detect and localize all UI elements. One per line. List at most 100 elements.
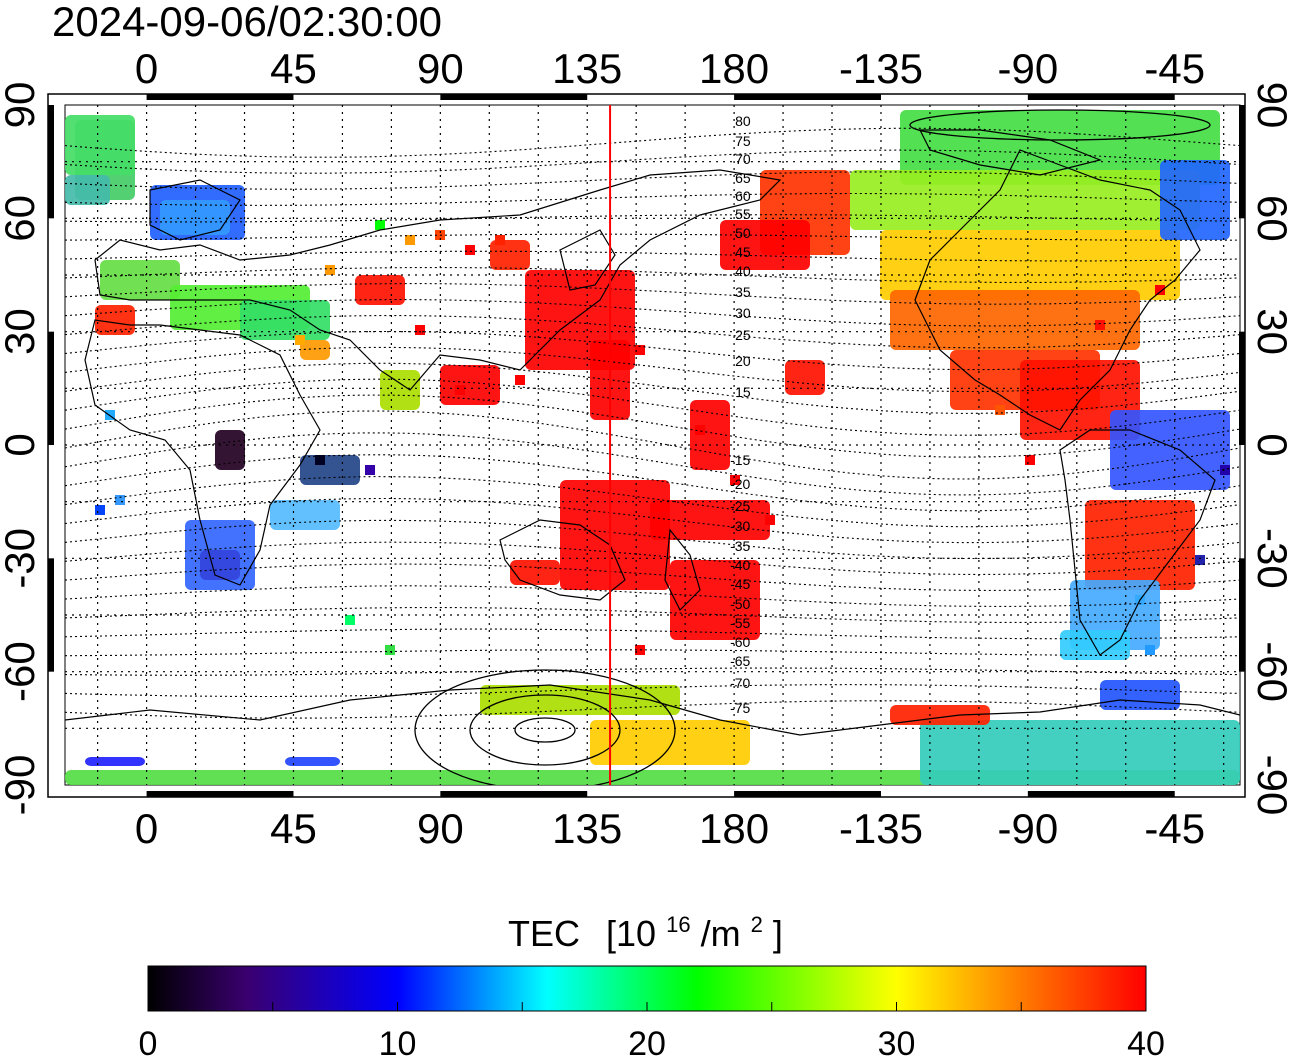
tec-dot: [295, 335, 305, 345]
lon-tick-label-top: 90: [417, 45, 464, 92]
mag-lat-contour: [65, 378, 1240, 436]
mag-lat-contour: [65, 214, 1240, 223]
mag-lat-contour: [65, 171, 1240, 190]
tec-dot: [515, 375, 525, 385]
tec-patch: [215, 430, 245, 470]
lon-tick-label-bottom: 180: [699, 805, 769, 852]
colorbar-tick-label: 40: [1127, 1025, 1165, 1057]
tec-patch: [240, 300, 330, 340]
coastline: [149, 179, 241, 241]
mag-lat-contour: [65, 684, 1240, 698]
colorbar-unit-exponent-2: 2: [751, 912, 763, 937]
tec-patch: [785, 360, 825, 395]
mag-pole-contour: [909, 109, 1211, 141]
colorbar-unit-prefix: [10: [606, 913, 656, 954]
mag-lat-contour: [65, 628, 1240, 640]
mag-lat-label: 30: [735, 305, 751, 321]
lat-tick-label-right: 0: [1249, 433, 1294, 456]
tec-patch: [270, 500, 340, 530]
lat-tick-label-left: 30: [0, 308, 43, 355]
tec-patch: [1060, 630, 1130, 660]
axis-ticks: [48, 94, 1245, 797]
mag-lat-contour: [65, 314, 1240, 349]
lat-tick-label-left: 0: [0, 433, 43, 456]
coastline: [664, 528, 701, 612]
mag-lat-contour: [65, 519, 1240, 560]
tec-patch: [490, 240, 530, 270]
lon-tick-label-top: 135: [552, 45, 622, 92]
map-frame: [47, 93, 1246, 798]
mag-lat-label: 15: [735, 384, 751, 400]
tec-patch: [1160, 160, 1230, 240]
tec-patch: [650, 500, 770, 540]
lon-tick-label-bottom: 135: [552, 805, 622, 852]
mag-lat-label: 45: [735, 244, 751, 260]
coastline: [914, 149, 1201, 431]
left-axis-band: [48, 331, 54, 445]
tec-dot: [375, 220, 385, 230]
mag-lat-contour: [65, 585, 1240, 607]
mag-lat-contour: [65, 127, 1240, 158]
mag-lat-label: -40: [730, 557, 750, 573]
mag-lat-contour: [65, 192, 1240, 206]
tec-dot: [365, 465, 375, 475]
mag-lat-label: 55: [735, 206, 751, 222]
tec-patch: [670, 560, 760, 640]
coastline: [919, 129, 1102, 176]
mag-lat-contour: [65, 410, 1240, 480]
tec-patch: [65, 175, 110, 205]
mag-lat-label: 35: [735, 284, 751, 300]
colorbar-title-text: TEC: [508, 913, 580, 954]
mag-lat-label: 65: [735, 170, 751, 186]
lon-tick-label-bottom: 90: [417, 805, 464, 852]
mag-lat-label: -75: [730, 700, 750, 716]
lat-tick-label-right: 30: [1249, 308, 1294, 355]
tec-dot: [1025, 455, 1035, 465]
mag-lat-label: 50: [735, 225, 751, 241]
coastlines: [65, 129, 1240, 736]
right-latitude-labels: 90 60 30 0 -30 -60 -90: [1249, 82, 1294, 816]
lat-tick-label-right: 60: [1249, 195, 1294, 242]
coastline: [1059, 429, 1216, 656]
lat-tick-label-right: -60: [1249, 641, 1294, 702]
tec-dot: [455, 385, 465, 395]
lat-lon-grid: [65, 105, 1240, 785]
mag-lat-contour: [65, 346, 1240, 393]
tec-patch: [510, 560, 560, 585]
mag-lat-label: -55: [730, 615, 750, 631]
tec-patch: [200, 550, 240, 580]
tec-patch: [380, 370, 420, 410]
tec-dot: [635, 345, 645, 355]
lon-tick-label-bottom: -45: [1144, 805, 1205, 852]
mag-pole-contour: [514, 717, 576, 743]
mag-lat-contour: [65, 667, 1240, 676]
lat-tick-label-left: -60: [0, 641, 43, 702]
lat-tick-label-right: -90: [1249, 755, 1294, 816]
tec-dot: [765, 515, 775, 525]
bottom-axis-band: [146, 791, 294, 797]
tec-patch: [900, 110, 1220, 185]
mag-lat-label: -65: [730, 653, 750, 669]
coastline: [499, 519, 626, 601]
colorbar-tick-label: 0: [139, 1025, 158, 1057]
right-axis-band: [1239, 331, 1245, 445]
mag-lat-label: -45: [730, 576, 750, 592]
tec-patch: [100, 260, 180, 300]
tec-patch: [590, 720, 750, 765]
mag-lat-contour: [65, 607, 1240, 623]
tec-dot: [465, 245, 475, 255]
tec-dot: [1095, 320, 1105, 330]
mag-lat-label: -50: [730, 596, 750, 612]
coastline: [94, 169, 782, 391]
colorbar-tick-label: 20: [628, 1025, 666, 1057]
colorbar-tick-label: 10: [379, 1025, 417, 1057]
tec-dot: [730, 475, 740, 485]
tec-patch: [560, 480, 670, 590]
mag-lat-label: 60: [735, 188, 751, 204]
colorbar-unit-exponent: 16: [666, 912, 690, 937]
mag-lat-contour: [65, 330, 1240, 371]
bottom-axis-band: [440, 791, 588, 797]
tec-patch: [300, 340, 330, 360]
tec-patch: [1110, 410, 1230, 490]
